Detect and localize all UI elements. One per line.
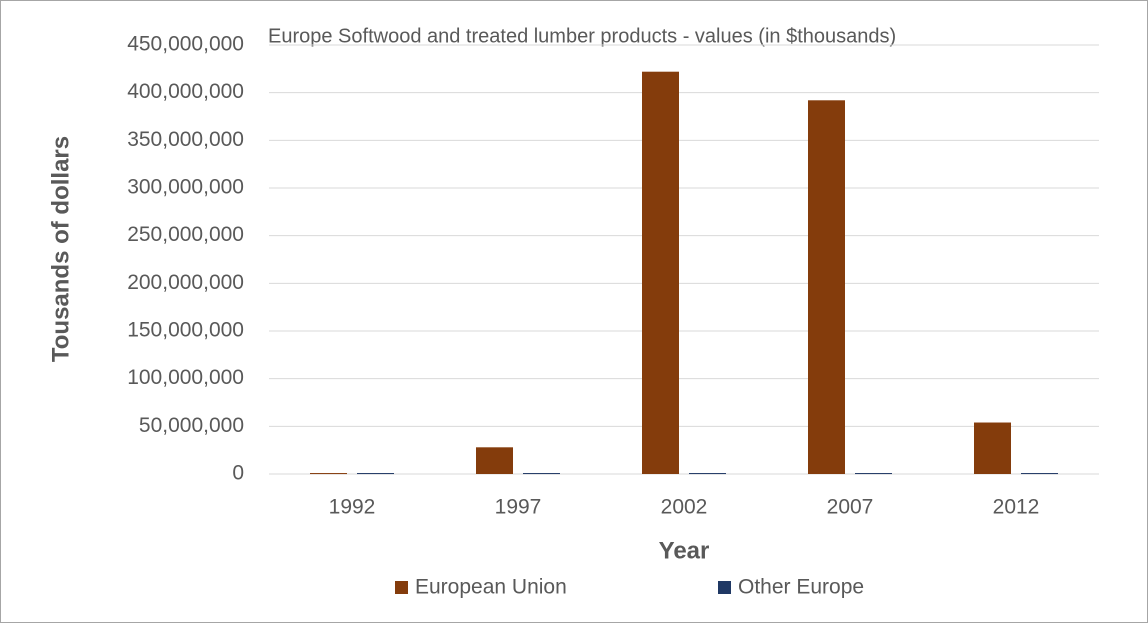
x-tick-label: 2007 <box>827 496 874 519</box>
x-tick-label: 2002 <box>661 496 708 519</box>
y-tick-label: 250,000,000 <box>127 223 244 246</box>
y-tick-label: 300,000,000 <box>127 176 244 199</box>
y-tick-label: 150,000,000 <box>127 319 244 342</box>
bar <box>310 473 347 475</box>
x-axis-label: Year <box>659 537 710 564</box>
bar <box>523 473 560 475</box>
chart-title: Europe Softwood and treated lumber produ… <box>268 25 896 47</box>
y-tick-label: 400,000,000 <box>127 80 244 103</box>
legend-label: European Union <box>415 576 567 599</box>
bar <box>1021 473 1058 475</box>
y-tick-label: 450,000,000 <box>127 33 244 56</box>
y-axis-label: Tousands of dollars <box>47 136 74 362</box>
x-tick-label: 2012 <box>993 496 1040 519</box>
bar <box>357 473 394 475</box>
legend-label: Other Europe <box>738 576 864 599</box>
bar <box>974 422 1011 474</box>
y-tick-label: 100,000,000 <box>127 366 244 389</box>
y-tick-label: 0 <box>232 462 244 485</box>
bar <box>642 71 679 475</box>
legend-swatch <box>718 581 731 594</box>
legend-swatch <box>395 581 408 594</box>
bar <box>689 473 726 475</box>
x-tick-label: 1992 <box>329 496 376 519</box>
bar <box>476 447 513 474</box>
x-tick-label: 1997 <box>495 496 542 519</box>
y-tick-label: 50,000,000 <box>139 414 244 437</box>
y-tick-label: 350,000,000 <box>127 128 244 151</box>
bar <box>855 473 892 475</box>
bar <box>808 100 845 474</box>
y-tick-label: 200,000,000 <box>127 271 244 294</box>
